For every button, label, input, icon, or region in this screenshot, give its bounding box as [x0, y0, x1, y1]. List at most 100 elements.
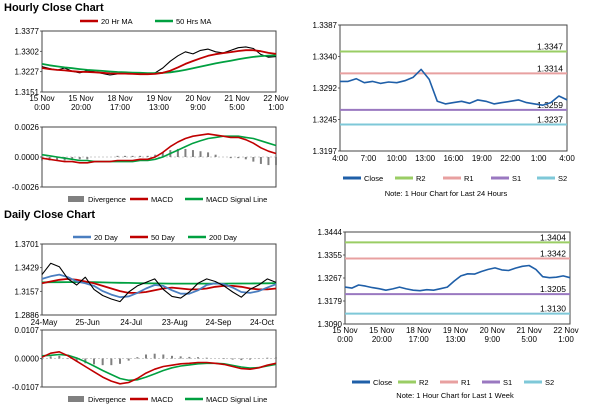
daily-legend-signal-label: MACD Signal Line: [206, 395, 267, 404]
hourly-ma-xtick: 1:00: [268, 103, 284, 112]
daily-levels-xtick: 17:00: [409, 335, 430, 344]
hourly-levels-xtick: 7:00: [361, 154, 377, 163]
daily-levels-xtick: 15 Nov: [332, 326, 357, 335]
daily-levels-xtick: 20 Nov: [480, 326, 505, 335]
daily-levels-note: Note: 1 Hour Chart for Last 1 Week: [396, 391, 514, 400]
hourly-levels-ytick: 1.3292: [313, 84, 338, 93]
daily-legend-divergence-swatch: [68, 396, 84, 402]
daily-levels-ytick: 1.3090: [318, 320, 343, 329]
hourly-ma-xtick: 0:00: [34, 103, 50, 112]
hourly-levels-xtick: 16:00: [443, 154, 464, 163]
daily-legend-50day-label: 50 Day: [151, 233, 175, 242]
daily-levels-ytick: 1.3179: [318, 297, 343, 306]
daily-levels-s2-value: 1.3130: [540, 304, 566, 314]
daily-levels-xtick: 5:00: [521, 335, 537, 344]
hourly-ma-xtick: 18 Nov: [107, 94, 132, 103]
daily-legend-s2-label: S2: [545, 378, 554, 387]
hourly-ma-xtick: 20:00: [71, 103, 92, 112]
hourly-macd-signal-line: [41, 135, 277, 163]
daily-ma-frame: [41, 243, 277, 316]
daily-levels-xtick: 18 Nov: [406, 326, 431, 335]
hourly-levels-xtick: 22:00: [500, 154, 521, 163]
hourly-ma-xtick: 5:00: [229, 103, 245, 112]
hourly-levels-r2-value: 1.3347: [537, 42, 563, 52]
daily-macd-signal-line: [41, 353, 277, 382]
hourly-legend-divergence-label: Divergence: [88, 195, 126, 204]
hourly-levels-ytick: 1.3245: [313, 116, 338, 125]
hourly-levels-note: Note: 1 Hour Chart for Last 24 Hours: [385, 189, 508, 198]
hourly-ma20-line: [41, 49, 277, 76]
hourly-ma-xtick: 15 Nov: [68, 94, 93, 103]
daily-ma-xtick: 24-Sep: [206, 318, 232, 327]
daily-levels-xtick: 1:00: [558, 335, 574, 344]
daily-ma-xtick: 24-Jul: [120, 318, 142, 327]
daily-levels-ytick: 1.3267: [318, 274, 343, 283]
hourly-levels-close-line: [340, 68, 568, 106]
daily-macd-ytick: -0.0107: [12, 383, 40, 392]
daily-ma-xtick: 25-Jun: [75, 318, 99, 327]
daily-legend-s1-label: S1: [503, 378, 512, 387]
hourly-legend-50hr-label: 50 Hrs MA: [176, 17, 211, 26]
daily-ma-ytick: 1.2886: [15, 311, 40, 320]
hourly-macd-ytick: 0.0000: [15, 153, 40, 162]
daily-macd-ytick: 0.0107: [15, 326, 40, 335]
daily-ma-xtick: 24-Oct: [250, 318, 275, 327]
daily-ma20-line: [41, 273, 277, 299]
hourly-legend-r2-label: R2: [416, 174, 426, 183]
hourly-ma-xtick: 9:00: [190, 103, 206, 112]
daily-macd-macd-line: [41, 350, 277, 385]
daily-levels-xtick: 19 Nov: [443, 326, 468, 335]
daily-macd-ytick: 0.0000: [15, 355, 40, 364]
hourly-legend-s1-label: S1: [512, 174, 521, 183]
daily-levels-xtick: 9:00: [485, 335, 501, 344]
daily-levels-xtick: 20:00: [372, 335, 393, 344]
hourly-levels-xtick: 4:00: [332, 154, 348, 163]
hourly-legend-macd-label: MACD: [151, 195, 174, 204]
hourly-levels-s2-value: 1.3237: [537, 114, 563, 124]
hourly-ma-ytick: 1.3377: [15, 27, 40, 36]
hourly-levels-xtick: 4:00: [559, 154, 575, 163]
daily-legend-divergence-label: Divergence: [88, 395, 126, 404]
hourly-ma-xtick: 20 Nov: [185, 94, 210, 103]
hourly-levels-xtick: 13:00: [415, 154, 436, 163]
daily-levels-xtick: 0:00: [337, 335, 353, 344]
daily-levels-s1-value: 1.3205: [540, 284, 566, 294]
hourly-levels-s1-value: 1.3259: [537, 100, 563, 110]
hourly-legend-signal-label: MACD Signal Line: [206, 195, 267, 204]
hourly-ma-xtick: 19 Nov: [146, 94, 171, 103]
hourly-ma-ytick: 1.3227: [15, 68, 40, 77]
hourly-legend-r1-label: R1: [464, 174, 474, 183]
hourly-ma-xtick: 22 Nov: [263, 94, 288, 103]
hourly-ma-ytick: 1.3302: [15, 47, 40, 56]
daily-chart-title: Daily Close Chart: [4, 209, 96, 221]
hourly-ma-ytick: 1.3151: [15, 88, 40, 97]
daily-levels-xtick: 15 Nov: [369, 326, 394, 335]
daily-legend-r2-label: R2: [419, 378, 429, 387]
daily-levels-xtick: 22 Nov: [553, 326, 578, 335]
daily-ma-xtick: 24-May: [31, 318, 58, 327]
daily-levels-xtick: 13:00: [445, 335, 466, 344]
hourly-legend-s2-label: S2: [558, 174, 567, 183]
hourly-levels-ytick: 1.3387: [313, 21, 338, 30]
hourly-legend-20hr-label: 20 Hr MA: [101, 17, 133, 26]
hourly-levels-ytick: 1.3340: [313, 53, 338, 62]
daily-levels-close-line: [344, 264, 571, 292]
daily-ma-ytick: 1.3429: [15, 264, 40, 273]
daily-levels-xtick: 21 Nov: [516, 326, 541, 335]
daily-levels-ytick: 1.3355: [318, 251, 343, 260]
daily-levels-r1-value: 1.3342: [540, 249, 566, 259]
hourly-macd-ytick: 0.0026: [15, 123, 40, 132]
daily-levels-ytick: 1.3444: [318, 228, 343, 237]
hourly-ma-frame: [41, 30, 277, 93]
hourly-legend-divergence-swatch: [68, 196, 84, 202]
hourly-ma-xtick: 21 Nov: [224, 94, 249, 103]
daily-legend-200day-label: 200 Day: [209, 233, 237, 242]
daily-legend-r1-label: R1: [461, 378, 471, 387]
hourly-legend-close-label: Close: [364, 174, 383, 183]
daily-levels-r2-value: 1.3404: [540, 232, 566, 242]
daily-legend-macd-label: MACD: [151, 395, 174, 404]
hourly-levels-xtick: 19:00: [472, 154, 493, 163]
hourly-macd-macd-line: [41, 133, 277, 164]
hourly-ma-xtick: 13:00: [149, 103, 170, 112]
